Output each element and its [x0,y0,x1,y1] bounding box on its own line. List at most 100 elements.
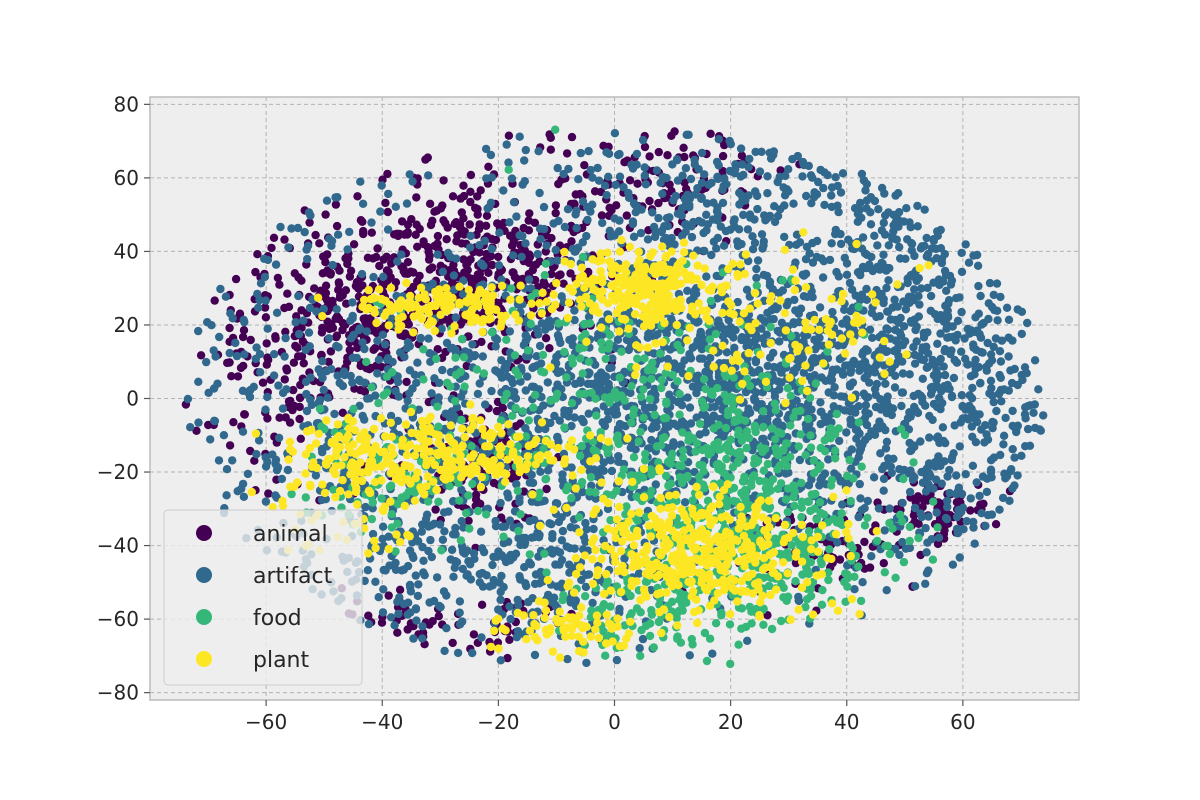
animal-point [231,274,241,284]
artifact-point [214,456,224,465]
animal-point [371,343,380,353]
food-point [806,506,815,516]
artifact-point [885,504,894,513]
food-point [675,410,684,419]
artifact-point [534,425,543,434]
artifact-point [553,256,562,265]
animal-point [459,214,468,223]
artifact-point [752,388,761,397]
artifact-point [971,438,981,447]
animal-point [465,220,474,229]
food-point [815,498,825,507]
animal-point [246,335,255,345]
artifact-point [300,227,309,237]
animal-point [680,152,689,162]
artifact-point [558,470,567,479]
artifact-point [409,553,418,563]
artifact-point [466,575,476,584]
artifact-point [440,527,449,536]
artifact-point [799,368,808,377]
artifact-point [318,357,327,366]
artifact-point [260,272,270,282]
animal-point [331,200,341,209]
animal-point [281,413,290,422]
artifact-point [977,425,986,434]
animal-point [464,516,473,525]
artifact-point [709,411,718,420]
artifact-point [520,177,529,186]
artifact-point [882,586,891,595]
artifact-point [729,333,738,342]
artifact-point [478,582,488,591]
artifact-point [558,526,568,536]
artifact-point [943,306,952,315]
artifact-point [975,410,984,419]
artifact-point [992,279,1002,288]
artifact-point [829,402,838,411]
food-point [724,497,733,506]
artifact-point [753,256,763,265]
artifact-point [872,312,881,322]
artifact-point [656,178,665,187]
artifact-point [503,489,512,498]
animal-point [434,612,443,621]
artifact-point [886,315,895,324]
artifact-point [435,520,445,529]
artifact-point [367,218,376,227]
artifact-point [494,605,503,614]
animal-point [298,337,308,346]
artifact-point [995,370,1004,380]
animal-point [377,362,386,372]
artifact-point [305,303,315,313]
artifact-point [225,348,234,358]
artifact-point [964,258,974,267]
artifact-point [332,341,341,351]
artifact-point [405,170,414,179]
animal-point [336,291,345,300]
artifact-point [215,332,224,342]
artifact-point [856,494,865,503]
artifact-point [668,160,677,169]
animal-point [933,539,943,549]
artifact-point [632,160,641,169]
animal-point [518,274,527,284]
artifact-point [999,440,1008,449]
artifact-point [629,232,639,241]
animal-point [356,216,366,225]
animal-point [282,364,291,373]
artifact-point [722,180,731,189]
artifact-point [379,585,388,594]
animal-point [567,132,577,142]
artifact-point [697,193,706,202]
animal-point [488,260,497,270]
artifact-point [545,519,554,528]
artifact-point [770,392,780,401]
artifact-point [481,400,490,409]
artifact-point [861,401,871,410]
artifact-point [446,344,456,353]
artifact-point [521,239,530,248]
artifact-point [876,405,886,414]
artifact-point [396,348,405,357]
artifact-point [773,211,783,221]
artifact-point [499,186,508,195]
artifact-point [403,610,412,619]
animal-point [918,502,927,512]
artifact-point [943,496,952,506]
artifact-point [645,403,654,412]
artifact-point [673,398,683,407]
food-point [759,466,769,475]
artifact-point [245,392,255,402]
artifact-point [834,272,843,281]
artifact-point [895,550,904,560]
artifact-point [302,389,311,399]
artifact-point [683,393,692,402]
artifact-point [858,350,867,359]
artifact-point [551,245,560,255]
artifact-point [910,285,919,294]
artifact-point [701,367,710,376]
artifact-point [820,200,829,210]
animal-point [305,218,314,227]
artifact-point [600,181,610,190]
artifact-point [693,336,702,345]
